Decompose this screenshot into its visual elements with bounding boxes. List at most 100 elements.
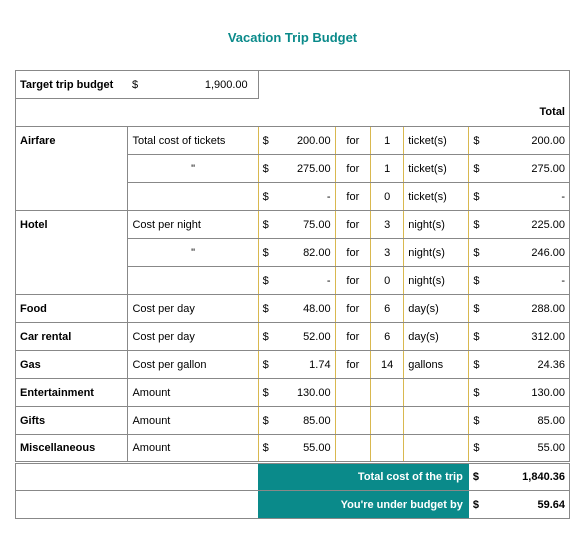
dollar-sign: $ <box>469 351 487 379</box>
table-row: " $82.00 for 3 night(s) $ 246.00 <box>16 239 570 267</box>
table-row: $- for 0 ticket(s) $ - <box>16 183 570 211</box>
dollar-sign: $ <box>263 303 269 315</box>
for: for <box>335 183 371 211</box>
cost-value: 52.00 <box>303 331 331 343</box>
cat-ent: Entertainment <box>16 379 128 407</box>
qty: 0 <box>371 267 404 295</box>
unit: night(s) <box>404 267 469 295</box>
page-title: Vacation Trip Budget <box>15 30 570 45</box>
dollar-sign: $ <box>132 79 138 91</box>
table-row: Food Cost per day $48.00 for 6 day(s) $ … <box>16 295 570 323</box>
qty: 14 <box>371 351 404 379</box>
cat-gas: Gas <box>16 351 128 379</box>
unit: ticket(s) <box>404 127 469 155</box>
dollar-sign: $ <box>263 331 269 343</box>
qty: 1 <box>371 155 404 183</box>
cat-gifts: Gifts <box>16 407 128 435</box>
for: for <box>335 211 371 239</box>
for: for <box>335 295 371 323</box>
dollar-sign: $ <box>263 135 269 147</box>
dollar-sign: $ <box>469 491 487 519</box>
under-budget-label: You're under budget by <box>258 491 469 519</box>
target-row: Target trip budget $ 1,900.00 <box>16 71 570 99</box>
table-row: Miscellaneous Amount $55.00 $ 55.00 <box>16 435 570 463</box>
cost: $75.00 <box>258 211 335 239</box>
cost: $200.00 <box>258 127 335 155</box>
dollar-sign: $ <box>263 387 269 399</box>
cost: $130.00 <box>258 379 335 407</box>
dollar-sign: $ <box>469 323 487 351</box>
summary-total-row: Total cost of the trip $ 1,840.36 <box>16 463 570 491</box>
table-row: Car rental Cost per day $52.00 for 6 day… <box>16 323 570 351</box>
total-cost-label: Total cost of the trip <box>258 463 469 491</box>
total-header: Total <box>487 99 570 127</box>
table-row: Hotel Cost per night $75.00 for 3 night(… <box>16 211 570 239</box>
unit: gallons <box>404 351 469 379</box>
qty: 6 <box>371 295 404 323</box>
cat-misc: Miscellaneous <box>16 435 128 463</box>
row-total: 225.00 <box>487 211 570 239</box>
unit: night(s) <box>404 211 469 239</box>
desc: Cost per night <box>128 211 258 239</box>
for: for <box>335 323 371 351</box>
for: for <box>335 267 371 295</box>
row-total: 85.00 <box>487 407 570 435</box>
target-amount: $ 1,900.00 <box>128 71 258 99</box>
row-total: 275.00 <box>487 155 570 183</box>
cost-value: 275.00 <box>297 163 331 175</box>
desc: Cost per gallon <box>128 351 258 379</box>
unit: ticket(s) <box>404 183 469 211</box>
unit: ticket(s) <box>404 155 469 183</box>
for: for <box>335 239 371 267</box>
desc: Total cost of tickets <box>128 127 258 155</box>
table-row: $- for 0 night(s) $ - <box>16 267 570 295</box>
cat-car: Car rental <box>16 323 128 351</box>
dollar-sign: $ <box>469 155 487 183</box>
desc: Amount <box>128 435 258 463</box>
dollar-sign: $ <box>469 239 487 267</box>
dollar-sign: $ <box>469 295 487 323</box>
table-row: " $275.00 for 1 ticket(s) $ 275.00 <box>16 155 570 183</box>
desc: Cost per day <box>128 323 258 351</box>
cost-value: 75.00 <box>303 219 331 231</box>
dollar-sign: $ <box>469 183 487 211</box>
dollar-sign: $ <box>263 191 269 203</box>
dollar-sign: $ <box>469 127 487 155</box>
desc: Amount <box>128 379 258 407</box>
cost-value: - <box>327 191 331 203</box>
cost-value: 48.00 <box>303 303 331 315</box>
desc: Amount <box>128 407 258 435</box>
dollar-sign: $ <box>469 379 487 407</box>
dollar-sign: $ <box>263 219 269 231</box>
cat-food: Food <box>16 295 128 323</box>
cost: $82.00 <box>258 239 335 267</box>
qty: 6 <box>371 323 404 351</box>
cost: $1.74 <box>258 351 335 379</box>
cost: $275.00 <box>258 155 335 183</box>
dollar-sign: $ <box>469 407 487 435</box>
for: for <box>335 351 371 379</box>
qty: 3 <box>371 211 404 239</box>
desc: " <box>128 239 258 267</box>
unit: day(s) <box>404 295 469 323</box>
cost-value: 55.00 <box>303 442 331 454</box>
cost-value: 85.00 <box>303 415 331 427</box>
under-budget-value: 59.64 <box>487 491 570 519</box>
row-total: 55.00 <box>487 435 570 463</box>
target-label: Target trip budget <box>16 71 128 99</box>
cost-value: 1.74 <box>309 359 330 371</box>
qty: 0 <box>371 183 404 211</box>
dollar-sign: $ <box>469 435 487 463</box>
for: for <box>335 127 371 155</box>
cost: $85.00 <box>258 407 335 435</box>
desc: " <box>128 155 258 183</box>
total-cost-value: 1,840.36 <box>487 463 570 491</box>
table-row: Entertainment Amount $130.00 $ 130.00 <box>16 379 570 407</box>
cost: $52.00 <box>258 323 335 351</box>
row-total: - <box>487 183 570 211</box>
table-row: Gifts Amount $85.00 $ 85.00 <box>16 407 570 435</box>
dollar-sign: $ <box>263 275 269 287</box>
unit: day(s) <box>404 323 469 351</box>
dollar-sign: $ <box>263 442 269 454</box>
cost: $48.00 <box>258 295 335 323</box>
